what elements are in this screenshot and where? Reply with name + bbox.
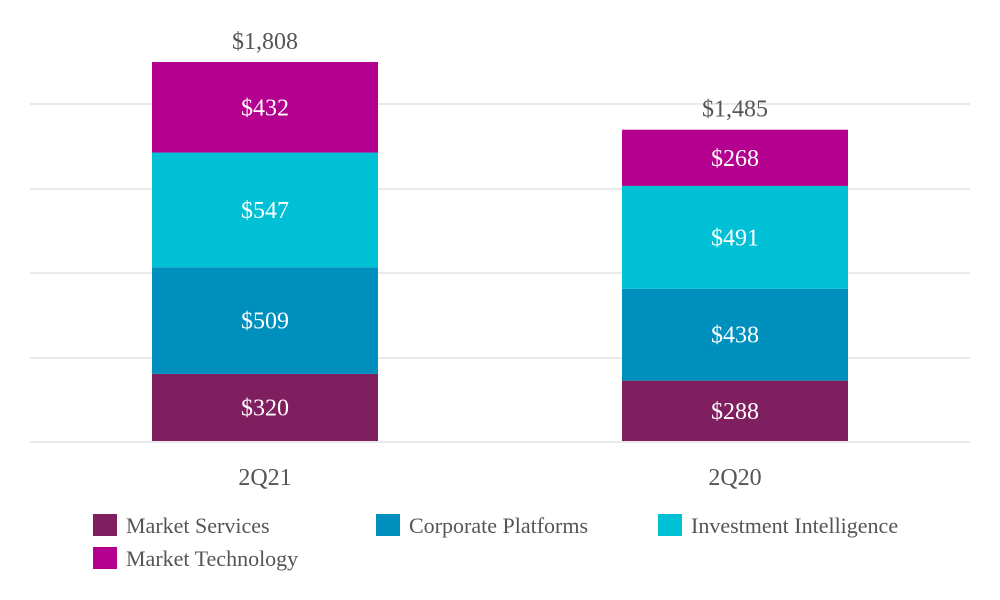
bar-segment-market-services-2q21 xyxy=(152,373,378,441)
legend-swatch xyxy=(376,514,400,536)
data-label: $547 xyxy=(241,198,289,224)
total-label: $1,808 xyxy=(232,29,298,55)
bar-segment-investment-intelligence-2q20 xyxy=(622,185,848,289)
data-label: $320 xyxy=(241,395,289,421)
total-label: $1,485 xyxy=(702,97,768,123)
data-label: $288 xyxy=(711,399,759,425)
bar-segment-market-services-2q20 xyxy=(622,380,848,441)
bar-segment-market-technology-2q20 xyxy=(622,129,848,186)
legend-label: Market Services xyxy=(126,513,270,538)
data-label: $438 xyxy=(711,323,759,349)
data-label: $432 xyxy=(241,95,289,121)
legend-label: Investment Intelligence xyxy=(691,513,898,538)
x-tick-label: 2Q20 xyxy=(708,465,761,491)
legend-swatch xyxy=(93,514,117,536)
bars: $320 $509 $547 $432 $288 $438 $491 $268 xyxy=(152,62,848,441)
bar-segment-investment-intelligence-2q21 xyxy=(152,152,378,268)
legend-label: Corporate Platforms xyxy=(409,513,588,538)
legend-swatch xyxy=(93,547,117,569)
data-label: $509 xyxy=(241,309,289,335)
bar-segment-market-technology-2q21 xyxy=(152,62,378,153)
total-labels: $1,808 $1,485 xyxy=(232,29,768,123)
legend-label: Market Technology xyxy=(126,546,298,571)
legend-swatch xyxy=(658,514,682,536)
x-tick-label: 2Q21 xyxy=(238,465,291,491)
category-labels: 2Q21 2Q20 xyxy=(238,465,761,491)
data-label: $491 xyxy=(711,225,759,251)
bar-segment-corporate-platforms-2q21 xyxy=(152,267,378,374)
data-label: $268 xyxy=(711,146,759,172)
legend: Market Services Corporate Platforms Invest… xyxy=(93,513,898,571)
bar-segment-corporate-platforms-2q20 xyxy=(622,288,848,381)
